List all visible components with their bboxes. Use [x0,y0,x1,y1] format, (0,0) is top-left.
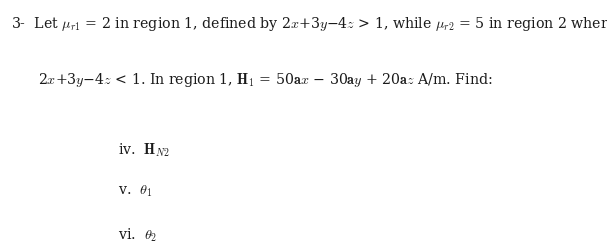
Text: vi.  $\theta_2$: vi. $\theta_2$ [118,227,157,244]
Text: 3-  Let $\mu_{r1}$ = 2 in region 1, defined by 2$x$+3$y$−4$z$ > 1, while $\mu_{r: 3- Let $\mu_{r1}$ = 2 in region 1, defin… [11,15,607,33]
Text: iv.  $\mathbf{H}_{N2}$: iv. $\mathbf{H}_{N2}$ [118,141,171,159]
Text: v.  $\theta_1$: v. $\theta_1$ [118,184,152,199]
Text: 2$x$+3$y$−4$z$ < 1. In region 1, $\mathbf{H}_1$ = 50$\mathbf{a}$$x$ − 30$\mathbf: 2$x$+3$y$−4$z$ < 1. In region 1, $\mathb… [38,71,492,88]
